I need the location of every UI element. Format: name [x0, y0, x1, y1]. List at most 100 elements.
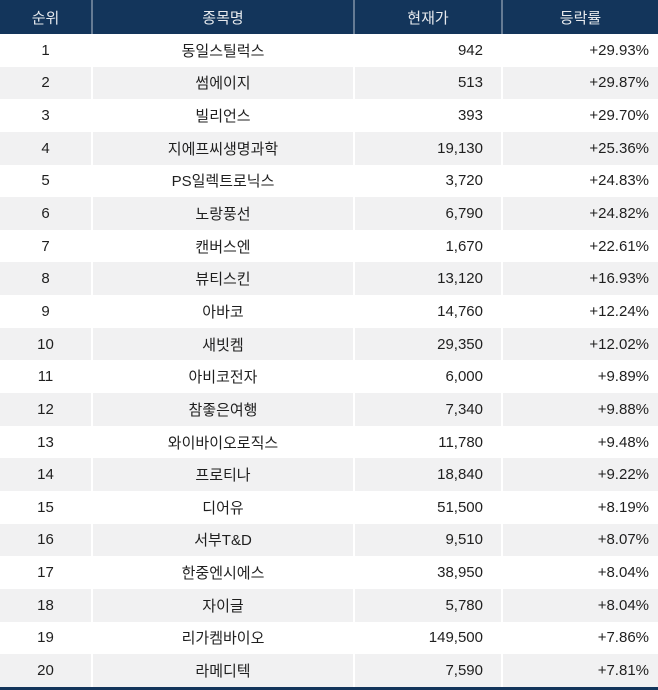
- price-cell: 513: [354, 66, 503, 100]
- column-header-price: 현재가: [354, 0, 503, 34]
- rank-cell: 16: [0, 523, 93, 557]
- name-cell: 디어유: [92, 490, 355, 524]
- table-row[interactable]: 11 아비코전자 6,000 +9.89%: [0, 360, 658, 394]
- price-cell: 51,500: [354, 490, 503, 524]
- price-cell: 942: [354, 34, 503, 67]
- header-row: 순위 종목명 현재가 등락률: [0, 0, 658, 34]
- change-cell: +12.02%: [589, 335, 649, 353]
- change-cell: +9.89%: [597, 368, 649, 386]
- rank-cell: 9: [0, 295, 93, 328]
- table-row[interactable]: 6 노랑풍선 6,790 +24.82%: [0, 197, 658, 230]
- name-cell: 지에프씨생명과학: [92, 131, 355, 165]
- change-cell: +29.87%: [589, 74, 649, 92]
- price-cell: 7,590: [354, 654, 503, 689]
- change-cell: +8.04%: [597, 564, 649, 582]
- name-cell: 빌리언스: [92, 99, 355, 132]
- table-header: 순위 종목명 현재가 등락률: [0, 0, 658, 34]
- price-cell: 38,950: [354, 556, 503, 589]
- rank-cell: 6: [0, 197, 93, 230]
- table-row[interactable]: 8 뷰티스킨 13,120 +16.93%: [0, 262, 658, 296]
- column-header-change: 등락률: [502, 0, 658, 34]
- rank-cell: 12: [0, 393, 93, 426]
- name-cell: 와이바이오로직스: [92, 425, 355, 459]
- change-cell: +12.24%: [589, 302, 649, 320]
- table-row[interactable]: 16 서부T&D 9,510 +8.07%: [0, 523, 658, 557]
- rank-cell: 4: [0, 131, 93, 165]
- column-header-name: 종목명: [92, 0, 355, 34]
- rank-cell: 13: [0, 425, 93, 459]
- name-cell: 썸에이지: [92, 66, 355, 100]
- name-cell: 프로티나: [92, 458, 355, 491]
- table-row[interactable]: 15 디어유 51,500 +8.19%: [0, 490, 658, 524]
- change-cell: +9.48%: [597, 433, 649, 451]
- change-cell: +8.19%: [597, 498, 649, 516]
- table-row[interactable]: 17 한중엔시에스 38,950 +8.04%: [0, 556, 658, 589]
- rank-cell: 17: [0, 556, 93, 589]
- price-cell: 29,350: [354, 327, 503, 361]
- table-row[interactable]: 5 PS일렉트로닉스 3,720 +24.83%: [0, 164, 658, 198]
- rank-cell: 18: [0, 588, 93, 622]
- change-cell: +25.36%: [589, 139, 649, 157]
- name-cell: 라메디텍: [92, 654, 355, 689]
- price-cell: 9,510: [354, 523, 503, 557]
- name-cell: 한중엔시에스: [92, 556, 355, 589]
- rank-cell: 3: [0, 99, 93, 132]
- name-cell: 아바코: [92, 295, 355, 328]
- change-cell: +29.93%: [589, 41, 649, 59]
- rank-cell: 5: [0, 164, 93, 198]
- price-cell: 14,760: [354, 295, 503, 328]
- rank-cell: 10: [0, 327, 93, 361]
- table-body: 1 동일스틸럭스 942 +29.93% 2 썸에이지 513 +29.87% 3 빌리언스 393…: [0, 34, 658, 689]
- rank-cell: 11: [0, 360, 93, 394]
- table-row[interactable]: 9 아바코 14,760 +12.24%: [0, 295, 658, 328]
- table-row[interactable]: 19 리가켐바이오 149,500 +7.86%: [0, 621, 658, 655]
- rank-cell: 8: [0, 262, 93, 296]
- change-cell: +22.61%: [589, 237, 649, 255]
- table-row[interactable]: 3 빌리언스 393 +29.70%: [0, 99, 658, 132]
- name-cell: 아비코전자: [92, 360, 355, 394]
- name-cell: 뷰티스킨: [92, 262, 355, 296]
- table-row[interactable]: 20 라메디텍 7,590 +7.81%: [0, 654, 658, 689]
- change-cell: +9.88%: [597, 400, 649, 418]
- name-cell: 서부T&D: [92, 523, 355, 557]
- rank-cell: 2: [0, 66, 93, 100]
- name-cell: 새빗켐: [92, 327, 355, 361]
- change-cell: +7.86%: [597, 629, 649, 647]
- price-cell: 5,780: [354, 588, 503, 622]
- price-cell: 18,840: [354, 458, 503, 491]
- table-row[interactable]: 7 캔버스엔 1,670 +22.61%: [0, 229, 658, 263]
- price-cell: 6,790: [354, 197, 503, 230]
- table-row[interactable]: 13 와이바이오로직스 11,780 +9.48%: [0, 425, 658, 459]
- name-cell: 자이글: [92, 588, 355, 622]
- name-cell: 캔버스엔: [92, 229, 355, 263]
- name-cell: 리가켐바이오: [92, 621, 355, 655]
- table-row[interactable]: 1 동일스틸럭스 942 +29.93%: [0, 34, 658, 67]
- price-cell: 13,120: [354, 262, 503, 296]
- price-cell: 3,720: [354, 164, 503, 198]
- column-header-rank: 순위: [0, 0, 93, 34]
- name-cell: 동일스틸럭스: [92, 34, 355, 67]
- change-cell: +16.93%: [589, 270, 649, 288]
- price-cell: 11,780: [354, 425, 503, 459]
- price-cell: 393: [354, 99, 503, 132]
- change-cell: +8.07%: [597, 531, 649, 549]
- table-row[interactable]: 14 프로티나 18,840 +9.22%: [0, 458, 658, 491]
- rank-cell: 1: [0, 34, 93, 67]
- price-cell: 149,500: [354, 621, 503, 655]
- table-row[interactable]: 10 새빗켐 29,350 +12.02%: [0, 327, 658, 361]
- price-cell: 1,670: [354, 229, 503, 263]
- table-row[interactable]: 12 참좋은여행 7,340 +9.88%: [0, 393, 658, 426]
- name-cell: 참좋은여행: [92, 393, 355, 426]
- table-row[interactable]: 18 자이글 5,780 +8.04%: [0, 588, 658, 622]
- rank-cell: 15: [0, 490, 93, 524]
- rank-cell: 19: [0, 621, 93, 655]
- table-row[interactable]: 2 썸에이지 513 +29.87%: [0, 66, 658, 100]
- name-cell: PS일렉트로닉스: [92, 164, 355, 198]
- rank-cell: 20: [0, 654, 93, 689]
- rank-cell: 7: [0, 229, 93, 263]
- change-cell: +9.22%: [597, 466, 649, 484]
- price-cell: 7,340: [354, 393, 503, 426]
- change-cell: +8.04%: [597, 596, 649, 614]
- table-row[interactable]: 4 지에프씨생명과학 19,130 +25.36%: [0, 131, 658, 165]
